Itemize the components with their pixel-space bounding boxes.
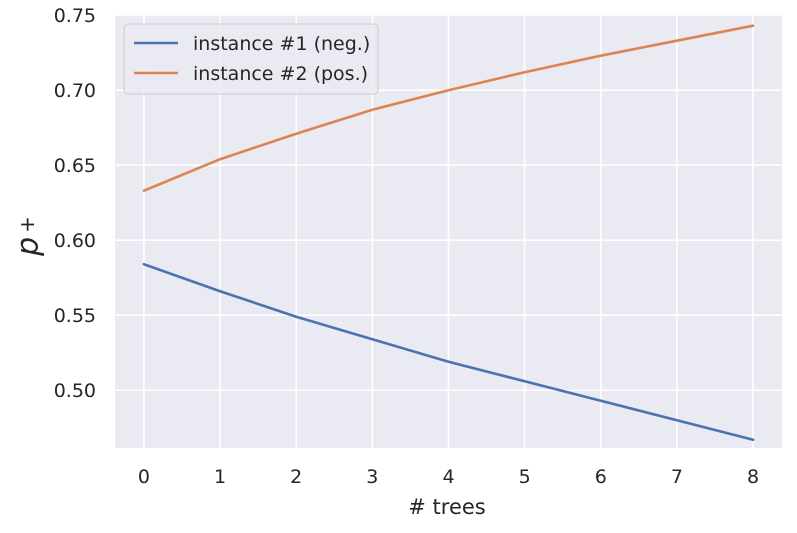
x-tick-label: 8 xyxy=(747,466,759,488)
series-line-instance-2 xyxy=(142,24,755,193)
series-layer xyxy=(142,24,755,442)
legend-label-instance-1: instance #1 (neg.) xyxy=(193,33,370,55)
legend-box xyxy=(123,23,379,95)
x-tick-label: 6 xyxy=(595,466,607,488)
x-tick-label: 3 xyxy=(366,466,378,488)
x-tick-label: 0 xyxy=(138,466,150,488)
y-tick-label: 0.60 xyxy=(54,230,96,252)
y-tick-label: 0.70 xyxy=(54,80,96,102)
x-axis-ticks: 0 1 2 3 4 5 6 7 8 xyxy=(138,466,759,488)
x-tick-label: 7 xyxy=(671,466,683,488)
x-tick-label: 2 xyxy=(290,466,302,488)
y-tick-label: 0.65 xyxy=(54,155,96,177)
x-axis-label: # trees xyxy=(408,495,485,519)
x-tick-label: 4 xyxy=(442,466,454,488)
y-axis-label-sub: + xyxy=(15,216,39,233)
y-axis-label-main: p xyxy=(11,237,46,257)
y-tick-label: 0.50 xyxy=(54,380,96,402)
legend: instance #1 (neg.) instance #2 (pos.) xyxy=(123,23,379,95)
y-axis-label: p+ xyxy=(11,216,46,257)
x-tick-label: 5 xyxy=(519,466,531,488)
legend-label-instance-2: instance #2 (pos.) xyxy=(193,63,368,85)
series-line-instance-1 xyxy=(142,262,755,442)
y-axis-ticks: 0.50 0.55 0.60 0.65 0.70 0.75 xyxy=(54,5,96,402)
y-tick-label: 0.75 xyxy=(54,5,96,27)
x-tick-label: 1 xyxy=(214,466,226,488)
y-tick-label: 0.55 xyxy=(54,305,96,327)
